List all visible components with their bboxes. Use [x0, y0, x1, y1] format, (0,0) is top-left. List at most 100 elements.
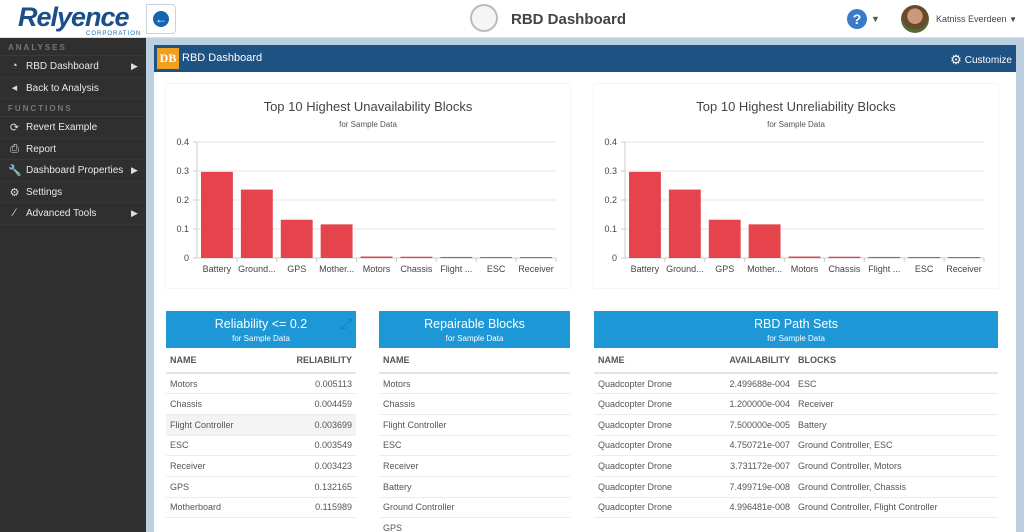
unreliability-bar-chart: 0 0.1 0.2 0.3 0.4 Battery Ground... GPS Mother..… [604, 137, 985, 274]
table-cell: 1.200000e-004 [704, 393, 794, 415]
sidebar-item-label: Report [26, 143, 57, 155]
sidebar-item-back-to-analysis[interactable]: ◀ Back to Analysis [0, 78, 146, 99]
user-menu[interactable]: Katniss Everdeen ▼ [936, 14, 1017, 24]
relyence-logo[interactable]: Relyence CORPORATION [18, 2, 142, 37]
bar [280, 219, 313, 258]
table-cell: Receiver [794, 393, 998, 415]
table-cell: 4.750721e-007 [704, 435, 794, 457]
customize-button[interactable]: ⚙ Customize [950, 52, 1012, 68]
chevron-down-icon[interactable]: ▼ [871, 14, 880, 24]
table-header: Repairable Blocks for Sample Data [379, 311, 570, 348]
sidebar-item-label: Settings [26, 186, 63, 198]
table-row[interactable]: Chassis 0.004459 [166, 393, 356, 415]
collapse-sidebar-button[interactable]: ← [146, 4, 176, 34]
table-cell: Receiver [379, 455, 570, 477]
column-header[interactable]: NAME [594, 348, 704, 374]
table-row[interactable]: Receiver [379, 455, 570, 477]
table-row[interactable]: Quadcopter Drone 4.750721e-007 Ground Cont… [594, 435, 998, 457]
table-row[interactable]: Motherboard 0.115989 [166, 497, 356, 519]
table-cell: 0.005113 [266, 373, 356, 395]
table-cell: ESC [166, 435, 267, 457]
sidebar-item-report[interactable]: ⎙ Report [0, 139, 146, 160]
sidebar-item-advanced-tools[interactable]: ⁄ Advanced Tools ▶ [0, 203, 146, 225]
x-tick-label: Motors [363, 264, 391, 274]
avatar[interactable] [901, 5, 929, 33]
sidebar-item-revert-example[interactable]: ⟳ Revert Example [0, 117, 146, 139]
table-row[interactable]: Battery [379, 476, 570, 498]
help-icon[interactable]: ? [847, 9, 867, 29]
table-cell: 7.499719e-008 [704, 476, 794, 498]
table-row[interactable]: Motors [379, 373, 570, 395]
table-row[interactable]: Motors 0.005113 [166, 373, 356, 395]
table-subtitle: for Sample Data [767, 334, 825, 343]
table-row[interactable]: GPS [379, 517, 570, 532]
gear-icon: ⚙ [9, 186, 20, 199]
x-tick-label: Battery [631, 264, 660, 274]
column-header[interactable]: NAME [166, 348, 267, 374]
table-cell: 4.996481e-008 [704, 497, 794, 519]
table-cell: Flight Controller [379, 414, 570, 436]
bar [788, 256, 821, 258]
chart-title: Top 10 Highest Unreliability Blocks [696, 99, 896, 114]
x-tick-label: ESC [487, 264, 506, 274]
table-row[interactable]: Flight Controller [379, 414, 570, 436]
table-row[interactable]: Quadcopter Drone 4.996481e-008 Ground Cont… [594, 497, 998, 519]
x-tick-label: Ground... [238, 264, 276, 274]
table-row[interactable]: Chassis [379, 393, 570, 415]
page-title: RBD Dashboard [511, 11, 627, 28]
x-tick-label: Motors [791, 264, 819, 274]
unavailability-chart-card: Top 10 Highest Unavailability Blocks for… [166, 84, 570, 288]
x-tick-label: Chassis [828, 264, 861, 274]
sidebar-item-rbd-dashboard[interactable]: ◔ RBD Dashboard ▶ [0, 56, 146, 78]
x-tick-label: Receiver [946, 264, 982, 274]
y-tick-label: 0.3 [604, 166, 617, 176]
table-row[interactable]: Ground Controller [379, 497, 570, 519]
table-subtitle: for Sample Data [445, 334, 504, 343]
table-row[interactable]: Quadcopter Drone 2.499688e-004 ESC [594, 373, 998, 395]
x-tick-label: Receiver [518, 264, 554, 274]
table-row[interactable]: Quadcopter Drone 1.200000e-004 Receiver [594, 393, 998, 415]
table-row[interactable]: Quadcopter Drone 3.731172e-007 Ground Cont… [594, 455, 998, 477]
table-cell: ESC [794, 373, 998, 395]
column-header[interactable]: BLOCKS [794, 348, 998, 374]
table-cell: 3.731172e-007 [704, 455, 794, 477]
bar [240, 189, 273, 258]
table-header: RBD Path Sets for Sample Data [594, 311, 998, 348]
column-header[interactable]: RELIABILITY [266, 348, 356, 374]
table-row[interactable]: Quadcopter Drone 7.500000e-005 Battery [594, 414, 998, 436]
bar [908, 256, 941, 258]
table-row[interactable]: GPS 0.132165 [166, 476, 356, 498]
x-tick-label: Ground... [666, 264, 704, 274]
sidebar-item-label: Back to Analysis [26, 82, 99, 94]
x-tick-label: Chassis [400, 264, 433, 274]
column-header[interactable]: AVAILABILITY [704, 348, 794, 374]
chevron-down-icon: ▼ [1009, 15, 1017, 24]
db-badge: DB [157, 48, 179, 69]
column-header[interactable]: NAME [379, 348, 570, 374]
table-row[interactable]: Receiver 0.003423 [166, 455, 356, 477]
gear-icon: ⚙ [950, 52, 962, 67]
bar [201, 171, 233, 258]
y-tick-label: 0 [184, 253, 189, 263]
bar [320, 224, 353, 258]
table-row[interactable]: Quadcopter Drone 7.499719e-008 Ground Cont… [594, 476, 998, 498]
sidebar-item-settings[interactable]: ⚙ Settings [0, 182, 146, 203]
table-cell: 0.004459 [266, 393, 356, 415]
panel-header: DB RBD Dashboard ⚙ Customize [154, 45, 1016, 72]
x-tick-label: ESC [915, 264, 934, 274]
sidebar-item-label: Advanced Tools [26, 208, 97, 219]
table-cell: Ground Controller, Flight Controller [794, 497, 998, 519]
table-header-row: NAME AVAILABILITY BLOCKS [594, 348, 998, 374]
expand-icon[interactable]: ⤢ [340, 315, 352, 331]
table-row[interactable]: ESC 0.003549 [166, 435, 356, 457]
table-row[interactable]: Flight Controller 0.003699 [166, 414, 356, 436]
table-row[interactable]: ESC [379, 435, 570, 457]
unavailability-bar-chart: 0 0.1 0.2 0.3 0.4 Battery Ground... GPS Mother..… [176, 137, 557, 274]
sidebar-item-dashboard-properties[interactable]: 🔧 Dashboard Properties ▶ [0, 160, 146, 182]
y-tick-label: 0 [612, 253, 617, 263]
table-cell: Quadcopter Drone [594, 476, 704, 498]
bar [948, 257, 980, 259]
bar [400, 256, 433, 258]
table-cell: 0.003423 [266, 455, 356, 477]
table-cell: Quadcopter Drone [594, 373, 704, 395]
